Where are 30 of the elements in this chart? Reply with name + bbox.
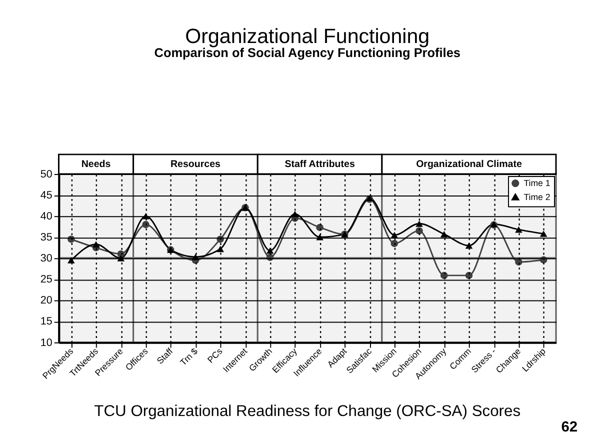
y-tick-label: 30	[40, 252, 52, 265]
point	[416, 227, 423, 234]
point	[92, 241, 100, 248]
legend-label: Time 2	[524, 192, 550, 202]
y-tick-label: 25	[40, 274, 52, 286]
point	[416, 220, 423, 227]
legend-label: Time 1	[524, 178, 550, 188]
x-tick-label: PCs	[205, 346, 225, 365]
point	[440, 272, 448, 280]
y-tick-label: 20	[40, 294, 52, 307]
band-label: Staff Attributes	[284, 159, 356, 170]
point	[540, 230, 548, 237]
y-tick-label: 50	[40, 168, 52, 180]
point	[316, 224, 324, 232]
x-tick-label: Trn $	[178, 346, 200, 368]
text: 62	[561, 419, 578, 436]
text: TCU Organizational Readiness for Change (ORC-SA) Scores	[94, 402, 521, 420]
point	[390, 240, 398, 248]
band-label: Needs	[81, 159, 112, 170]
point	[142, 220, 150, 228]
y-tick-label: 40	[40, 210, 52, 223]
band-label: Resources	[170, 159, 222, 170]
chart-title: Organizational Functioning	[185, 25, 430, 48]
y-tick-label: 45	[40, 189, 52, 202]
y-tick-label: 35	[40, 232, 52, 244]
y-tick-label: 15	[40, 316, 52, 328]
band-label: Organizational Climate	[416, 159, 522, 170]
point	[440, 231, 448, 238]
y-tick-label: 10	[40, 336, 52, 349]
point	[266, 247, 274, 254]
